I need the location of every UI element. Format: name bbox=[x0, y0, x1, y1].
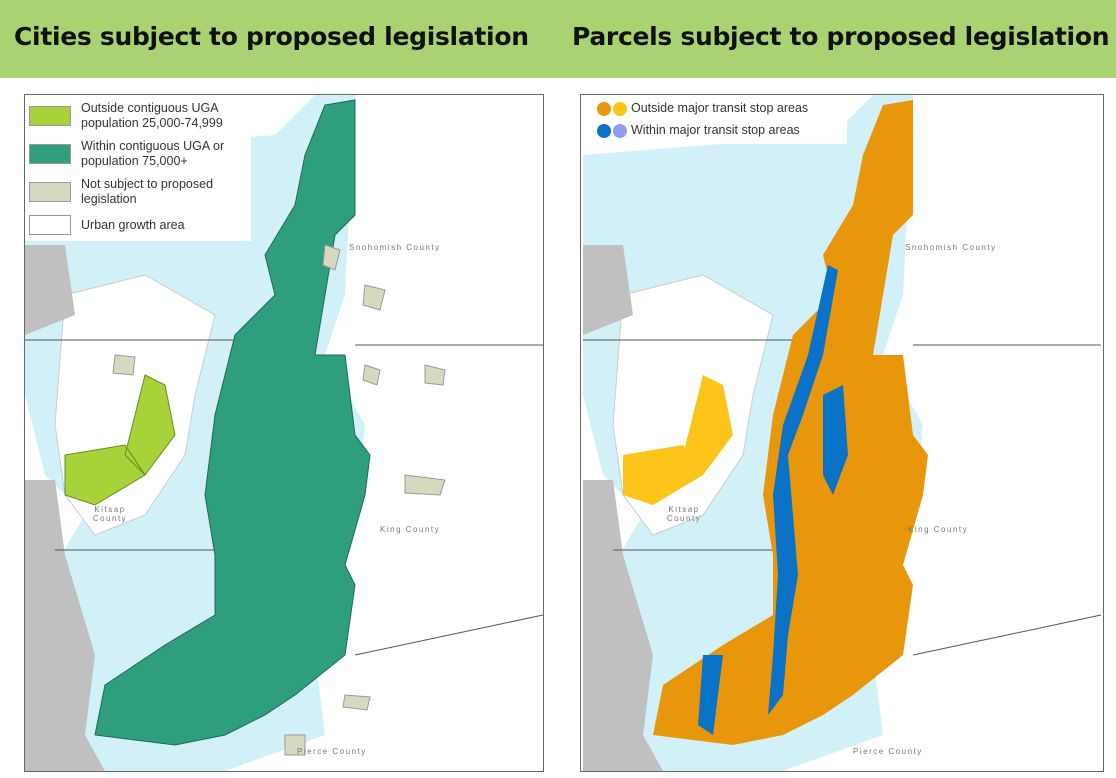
within-uga bbox=[94, 99, 371, 746]
legend-item-not-subject: Not subject to proposed legislation bbox=[29, 177, 251, 207]
legend-swatch bbox=[29, 106, 71, 126]
legend-swatch bbox=[29, 144, 71, 164]
legend-label: Outside major transit stop areas bbox=[631, 101, 809, 115]
legend-label: Within major transit stop areas bbox=[631, 123, 800, 137]
not-subject-cities bbox=[112, 244, 446, 756]
county-lines bbox=[25, 339, 543, 656]
legend-dot bbox=[613, 101, 627, 116]
gray-land bbox=[583, 245, 663, 771]
legend-dot bbox=[597, 101, 611, 116]
cities-map: Outside contiguous UGA population 25,000… bbox=[24, 94, 544, 772]
county-label-pierce: Pierce County bbox=[853, 747, 923, 756]
within-transit-parcels bbox=[698, 265, 848, 735]
cities-legend: Outside contiguous UGA population 25,000… bbox=[25, 95, 251, 241]
county-label-king: King County bbox=[380, 525, 441, 534]
right-title: Parcels subject to proposed legislation bbox=[572, 22, 1110, 51]
legend-swatch bbox=[29, 182, 71, 202]
county-label-king: King County bbox=[908, 525, 969, 534]
county-lines bbox=[583, 339, 1102, 656]
legend-swatch bbox=[29, 215, 71, 235]
legend-dot bbox=[613, 123, 627, 138]
legend-item-outside-uga: Outside contiguous UGA population 25,000… bbox=[29, 101, 251, 131]
legend-label: Within contiguous UGA or population 75,0… bbox=[81, 139, 225, 168]
legend-label: Outside contiguous UGA population 25,000… bbox=[81, 101, 223, 130]
legend-item-outside-transit: Outside major transit stop areas bbox=[597, 101, 847, 116]
parcels-map: Outside major transit stop areas Within … bbox=[580, 94, 1104, 772]
outside-uga bbox=[64, 374, 176, 506]
legend-label: Urban growth area bbox=[81, 217, 185, 232]
county-label-kitsap: Kitsap County bbox=[92, 505, 128, 523]
parcels-map-graphic bbox=[583, 95, 1102, 771]
legend-item-within-transit: Within major transit stop areas bbox=[597, 123, 847, 138]
legend-dot bbox=[597, 123, 611, 138]
legend-item-uga: Urban growth area bbox=[29, 215, 251, 235]
county-label-kitsap: Kitsap County bbox=[666, 505, 702, 523]
gray-land bbox=[25, 245, 105, 771]
header-band bbox=[0, 0, 1116, 78]
county-label-snohomish: Snohomish County bbox=[905, 243, 997, 252]
outside-transit-small-cities bbox=[623, 375, 733, 505]
parcels-legend: Outside major transit stop areas Within … bbox=[581, 95, 847, 144]
legend-item-within-uga: Within contiguous UGA or population 75,0… bbox=[29, 139, 251, 169]
county-label-pierce: Pierce County bbox=[297, 747, 367, 756]
legend-label: Not subject to proposed legislation bbox=[81, 177, 214, 206]
county-label-snohomish: Snohomish County bbox=[349, 243, 441, 252]
left-title: Cities subject to proposed legislation bbox=[14, 22, 529, 51]
